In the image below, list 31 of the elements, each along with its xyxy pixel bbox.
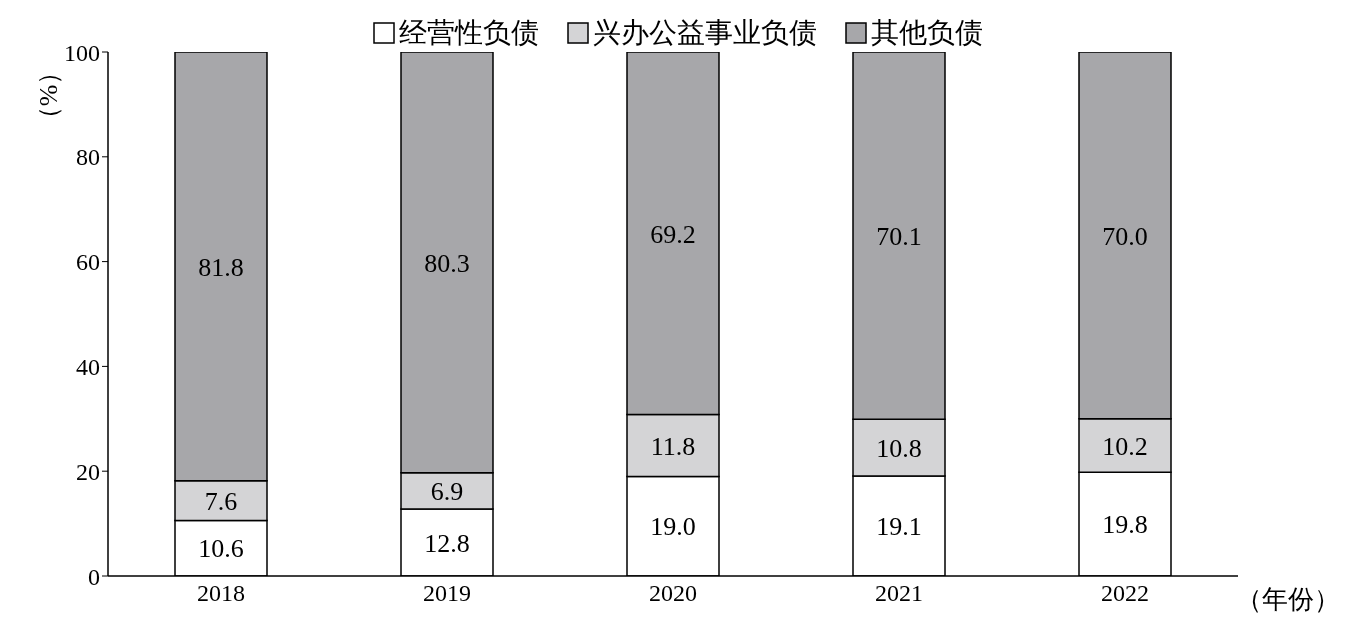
x-tick-label: 2021 [875, 580, 923, 607]
data-label: 80.3 [424, 248, 470, 278]
x-tick-label: 2022 [1101, 580, 1149, 607]
y-axis-title: （%） [32, 57, 64, 135]
data-label: 10.2 [1102, 431, 1148, 461]
data-label: 12.8 [424, 528, 470, 558]
y-tick-label: 20 [76, 458, 100, 485]
data-label: 19.8 [1102, 510, 1148, 540]
data-label: 19.0 [650, 512, 696, 542]
data-label: 70.0 [1102, 221, 1148, 251]
x-tick-label: 2018 [197, 580, 245, 607]
data-label: 11.8 [650, 431, 696, 461]
legend-label: 兴办公益事业负债 [593, 16, 817, 50]
x-tick-label: 2019 [423, 580, 471, 607]
data-label: 10.6 [198, 534, 244, 564]
legend-label: 其他负债 [871, 16, 983, 50]
data-label: 70.1 [876, 221, 922, 251]
data-label: 69.2 [650, 219, 696, 249]
y-tick-label: 60 [76, 249, 100, 276]
data-label: 81.8 [198, 252, 244, 282]
y-tick-label: 0 [88, 563, 100, 590]
y-tick-label: 40 [76, 353, 100, 380]
x-tick-label: 2020 [649, 580, 697, 607]
legend-label: 经营性负债 [399, 16, 539, 50]
data-label: 19.1 [876, 512, 922, 542]
x-axis-title: （年份） [1236, 584, 1340, 616]
data-label: 10.8 [876, 433, 922, 463]
data-label: 7.6 [204, 486, 238, 516]
data-label: 6.9 [430, 477, 464, 507]
y-tick-label: 80 [76, 144, 100, 171]
y-tick-label: 100 [64, 39, 100, 66]
